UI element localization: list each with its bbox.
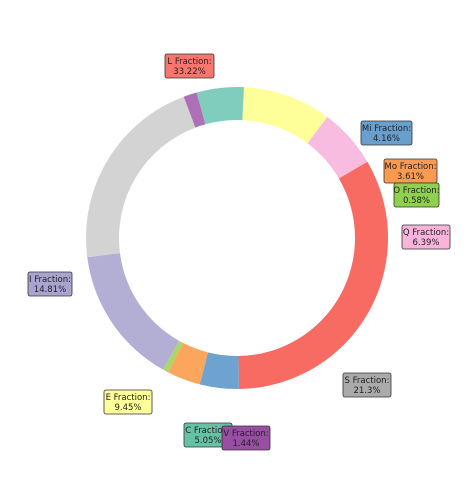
slice-v	[183, 92, 206, 128]
slice-e	[242, 87, 328, 144]
slice-s	[86, 96, 196, 258]
label-pct-mi: 4.16%	[373, 134, 400, 144]
label-pct-e: 9.45%	[114, 403, 141, 413]
label-box-s	[342, 372, 392, 398]
label-box-e	[103, 389, 153, 415]
label-pct-q: 6.39%	[412, 238, 439, 248]
label-pct-o: 0.58%	[403, 196, 430, 206]
label-box-l	[164, 53, 215, 79]
label-name-l: L Fraction:	[167, 57, 211, 67]
slice-o	[163, 340, 183, 373]
slice-q	[307, 116, 368, 179]
label-v: V Fraction:1.44%	[221, 425, 271, 451]
label-pct-mo: 3.61%	[397, 172, 424, 182]
label-box-q	[401, 224, 451, 250]
label-box-o	[393, 182, 440, 208]
slice-c	[196, 87, 245, 125]
label-mi: Mi Fraction:4.16%	[360, 120, 413, 146]
label-l: L Fraction:33.22%	[164, 53, 215, 79]
slice-mi	[199, 352, 239, 389]
label-box-v	[221, 425, 271, 451]
slice-labels: S Fraction:21.3% L Fraction:33.22% E Fract…	[27, 53, 451, 451]
label-name-o: O Fraction:	[393, 186, 439, 196]
slice-i	[87, 253, 180, 370]
label-name-e: E Fraction:	[106, 393, 151, 403]
donut-ring	[86, 87, 388, 389]
label-i: I Fraction:14.81%	[27, 271, 73, 297]
label-pct-l: 33.22%	[173, 67, 205, 77]
label-c: C Fraction:5.05%	[183, 422, 233, 448]
label-name-i: I Fraction:	[29, 275, 71, 285]
label-name-c: C Fraction:	[185, 426, 230, 436]
label-name-s: S Fraction:	[345, 376, 390, 386]
label-e: E Fraction:9.45%	[103, 389, 153, 415]
label-pct-i: 14.81%	[34, 285, 66, 295]
label-name-v: V Fraction:	[223, 429, 268, 439]
label-box-i	[27, 271, 73, 297]
label-mo: Mo Fraction:3.61%	[383, 158, 438, 184]
label-name-q: Q Fraction:	[403, 228, 449, 238]
slice-l	[238, 161, 388, 389]
slice-mo	[167, 342, 208, 385]
label-s: S Fraction:21.3%	[342, 372, 392, 398]
label-o: O Fraction:0.58%	[393, 182, 440, 208]
label-name-mi: Mi Fraction:	[362, 124, 411, 134]
label-pct-c: 5.05%	[194, 436, 221, 446]
label-pct-v: 1.44%	[232, 439, 259, 449]
label-q: Q Fraction:6.39%	[401, 224, 451, 250]
label-pct-s: 21.3%	[353, 386, 380, 396]
label-name-mo: Mo Fraction:	[384, 162, 436, 172]
label-box-mi	[360, 120, 413, 146]
